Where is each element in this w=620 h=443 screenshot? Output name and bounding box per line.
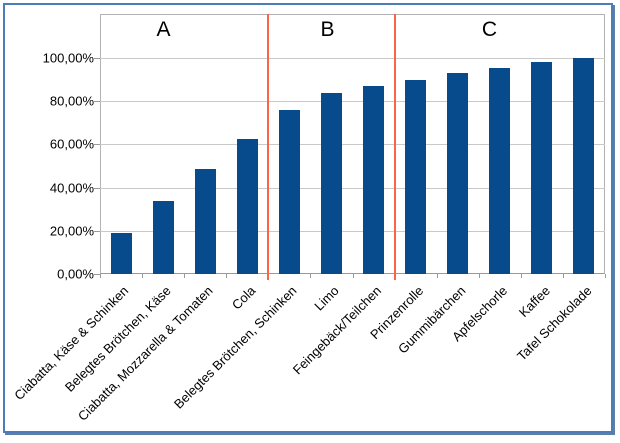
x-axis-category-label: Cola xyxy=(228,283,258,313)
bar xyxy=(320,92,342,274)
y-gridline xyxy=(100,230,605,232)
bar xyxy=(405,79,427,274)
x-axis-tick-mark xyxy=(605,274,606,278)
x-axis-tick-mark xyxy=(562,274,564,278)
section-separator-line xyxy=(393,14,396,280)
y-axis-tick-mark xyxy=(94,230,100,232)
bar xyxy=(573,58,595,274)
section-label-c: C xyxy=(481,18,499,41)
y-axis-tick-label: 20,00% xyxy=(49,223,94,239)
x-axis-tick-mark xyxy=(436,274,438,278)
bar xyxy=(531,62,553,274)
y-axis-tick-label: 60,00% xyxy=(49,136,94,152)
x-axis-tick-mark xyxy=(226,274,228,278)
y-axis-tick-mark xyxy=(94,101,100,103)
bar xyxy=(489,67,511,274)
x-axis-category-label: Limo xyxy=(311,283,343,314)
x-axis-tick-mark xyxy=(352,274,354,278)
bar xyxy=(278,109,300,274)
section-separator-line xyxy=(267,14,270,280)
x-axis-tick-mark xyxy=(142,274,144,278)
bar xyxy=(152,200,174,274)
plot-area xyxy=(100,14,605,274)
bar xyxy=(110,232,132,274)
y-axis-tick-label: 100,00% xyxy=(42,50,94,66)
x-axis-tick-mark xyxy=(100,274,101,278)
y-gridline xyxy=(100,58,605,59)
x-axis-category-label: Kaffee xyxy=(515,283,553,321)
bar xyxy=(363,86,385,274)
y-axis-tick-mark xyxy=(94,58,100,59)
x-axis-tick-mark xyxy=(520,274,522,278)
bar xyxy=(236,139,258,274)
x-axis-tick-mark xyxy=(310,274,312,278)
y-axis-tick-mark xyxy=(94,144,100,146)
x-axis-tick-mark xyxy=(184,274,186,278)
y-axis-tick-label: 80,00% xyxy=(49,93,94,109)
section-label-a: A xyxy=(156,18,172,41)
chart-frame[interactable]: 100,00% 80,00% 60,00% 40,00% 20,00% 0,00% A B C C… xyxy=(3,3,613,433)
y-axis-tick-label: 40,00% xyxy=(49,180,94,196)
section-label-b: B xyxy=(320,18,336,41)
y-gridline xyxy=(100,187,605,189)
bar xyxy=(194,169,216,274)
y-gridline xyxy=(100,144,605,146)
y-axis-tick-mark xyxy=(94,274,100,275)
y-axis-tick-mark xyxy=(94,187,100,189)
x-axis-category-label: Tafel Schokolade xyxy=(513,283,595,364)
y-axis-tick-label: 0,00% xyxy=(57,266,94,282)
y-gridline xyxy=(100,101,605,103)
bar xyxy=(447,73,469,274)
x-axis-tick-mark xyxy=(478,274,480,278)
